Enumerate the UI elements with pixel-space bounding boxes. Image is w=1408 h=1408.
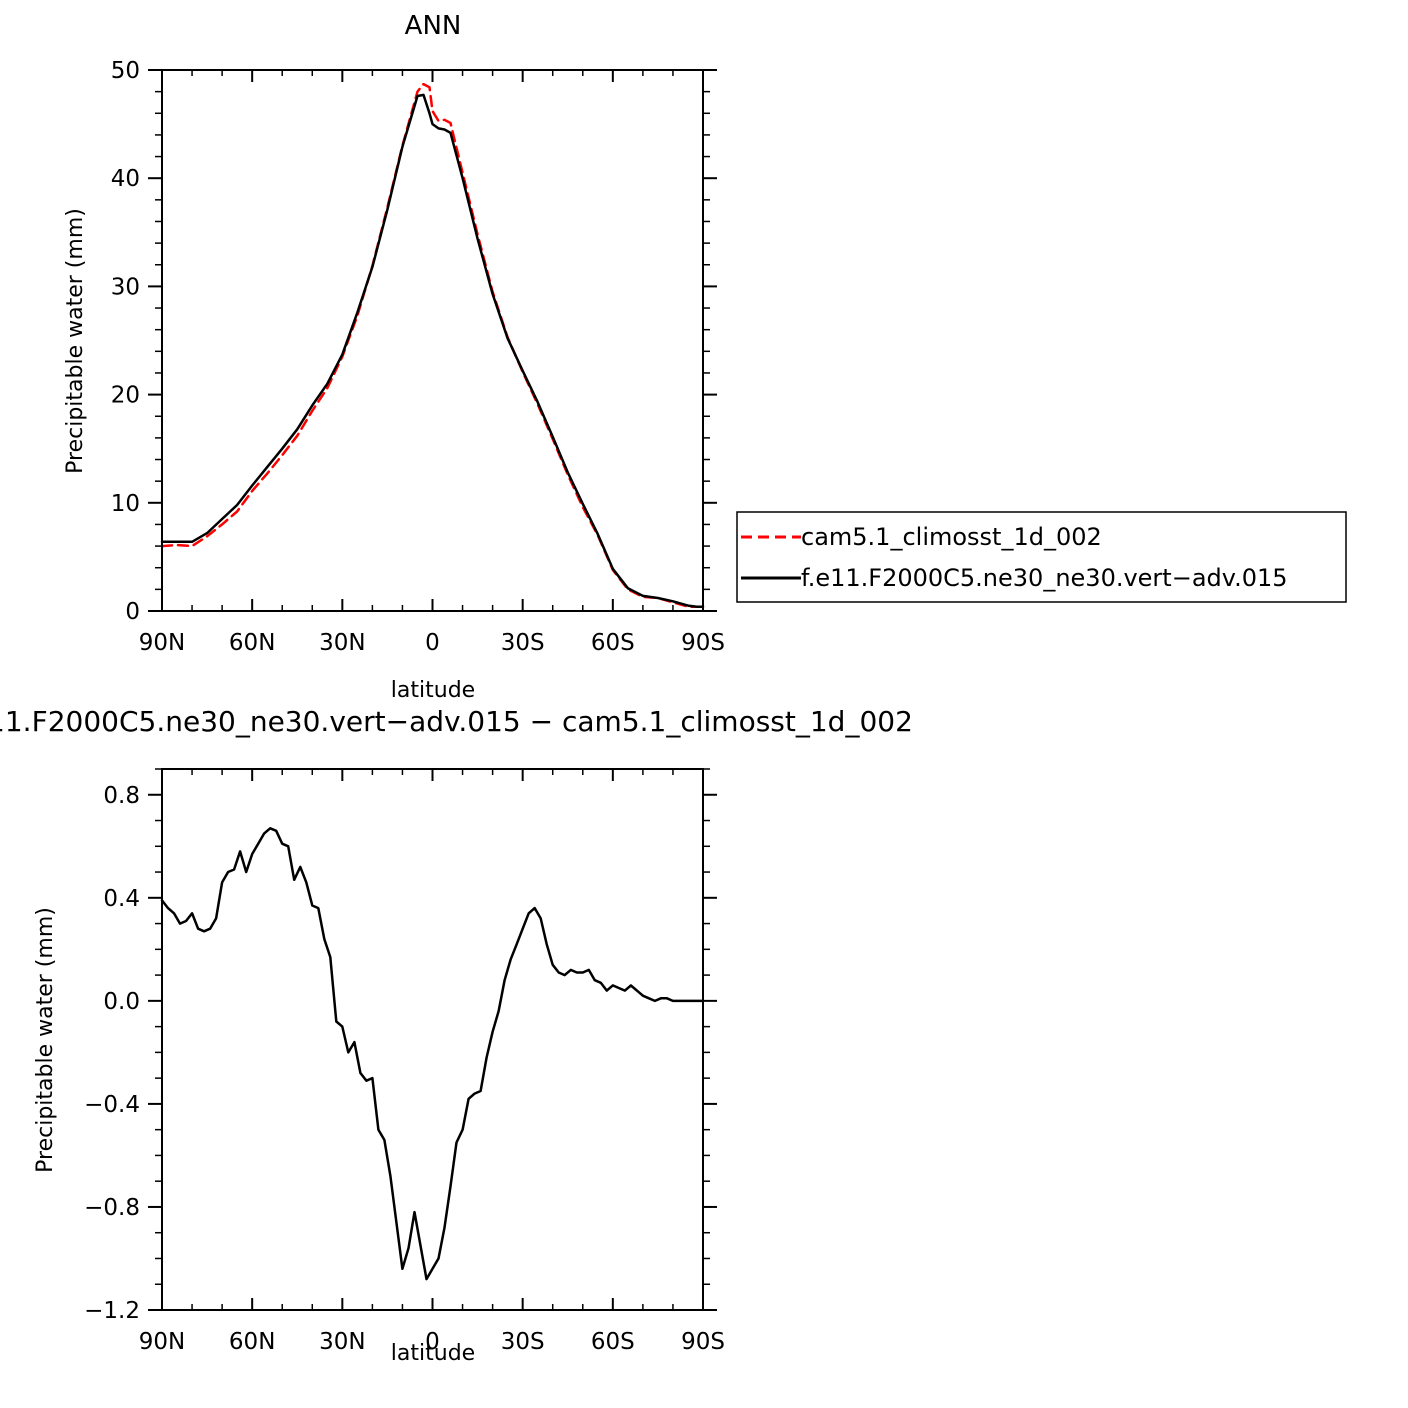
difference-x-tick-label-2: 30N xyxy=(319,1329,365,1355)
mean-series-line-1 xyxy=(160,93,705,608)
mean-panel: ANN 90N 60N 30N 0 30S 60S 90S 0 10 20 30 40 50 latit… xyxy=(63,11,725,703)
mean-y-tick-label-4: 40 xyxy=(111,166,140,192)
mean-chart-title: ANN xyxy=(405,11,462,41)
mean-x-tick-label-6: 90S xyxy=(681,630,725,656)
legend-label-model: cam5.1_climosst_1d_002 xyxy=(801,523,1102,551)
mean-x-tick-label-1: 60N xyxy=(229,630,275,656)
mean-series-layer xyxy=(160,82,705,608)
mean-x-tick-label-4: 30S xyxy=(501,630,545,656)
difference-x-tick-label-0: 90N xyxy=(139,1329,185,1355)
difference-y-tick-label-2: 0.0 xyxy=(103,989,140,1015)
difference-series-line-0 xyxy=(160,827,705,1281)
difference-x-tick-label-3: 0 xyxy=(425,1329,440,1355)
mean-y-tick-label-2: 20 xyxy=(111,383,140,409)
legend: cam5.1_climosst_1d_002 f.e11.F2000C5.ne3… xyxy=(736,511,1347,603)
difference-x-tick-label-6: 90S xyxy=(681,1329,725,1355)
mean-x-tick-label-3: 0 xyxy=(425,630,440,656)
difference-y-tick-label-3: −0.4 xyxy=(84,1092,140,1118)
difference-panel: f.e11.F2000C5.ne30_ne30.vert−adv.015 − c… xyxy=(0,705,913,1366)
mean-plot-frame xyxy=(161,69,704,612)
mean-x-axis-label: latitude xyxy=(391,678,475,703)
mean-x-tick-label-2: 30N xyxy=(319,630,365,656)
mean-y-tick-label-1: 10 xyxy=(111,491,140,517)
mean-y-tick-label-3: 30 xyxy=(111,274,140,300)
difference-y-axis-label: Precipitable water (mm) xyxy=(33,907,58,1173)
difference-series-layer xyxy=(160,827,705,1281)
mean-x-tick-label-5: 60S xyxy=(591,630,635,656)
difference-y-tick-label-1: 0.4 xyxy=(103,886,140,912)
difference-plot-frame xyxy=(161,768,704,1311)
difference-chart-title: f.e11.F2000C5.ne30_ne30.vert−adv.015 − c… xyxy=(0,705,913,738)
mean-x-tick-label-0: 90N xyxy=(139,630,185,656)
difference-y-tick-label-0: 0.8 xyxy=(103,783,140,809)
difference-y-tick-label-4: −0.8 xyxy=(84,1195,140,1221)
difference-x-tick-label-5: 60S xyxy=(591,1329,635,1355)
difference-x-tick-label-4: 30S xyxy=(501,1329,545,1355)
mean-y-tick-label-0: 0 xyxy=(125,599,140,625)
difference-x-axis-label: latitude xyxy=(391,1341,475,1366)
mean-ticks-layer: 90N 60N 30N 0 30S 60S 90S 0 10 20 30 40 50 xyxy=(111,58,725,656)
legend-box xyxy=(736,511,1347,603)
mean-series-line-0 xyxy=(160,82,705,608)
difference-x-tick-label-1: 60N xyxy=(229,1329,275,1355)
legend-label-reference: f.e11.F2000C5.ne30_ne30.vert−adv.015 xyxy=(801,564,1288,592)
difference-y-tick-label-5: −1.2 xyxy=(84,1298,140,1324)
difference-ticks-layer: 90N 60N 30N 0 30S 60S 90S 0.8 0.4 0.0 −0.4 −0.8 −1.2 xyxy=(84,768,725,1355)
mean-y-tick-label-5: 50 xyxy=(111,58,140,84)
mean-y-axis-label: Precipitable water (mm) xyxy=(63,208,88,474)
